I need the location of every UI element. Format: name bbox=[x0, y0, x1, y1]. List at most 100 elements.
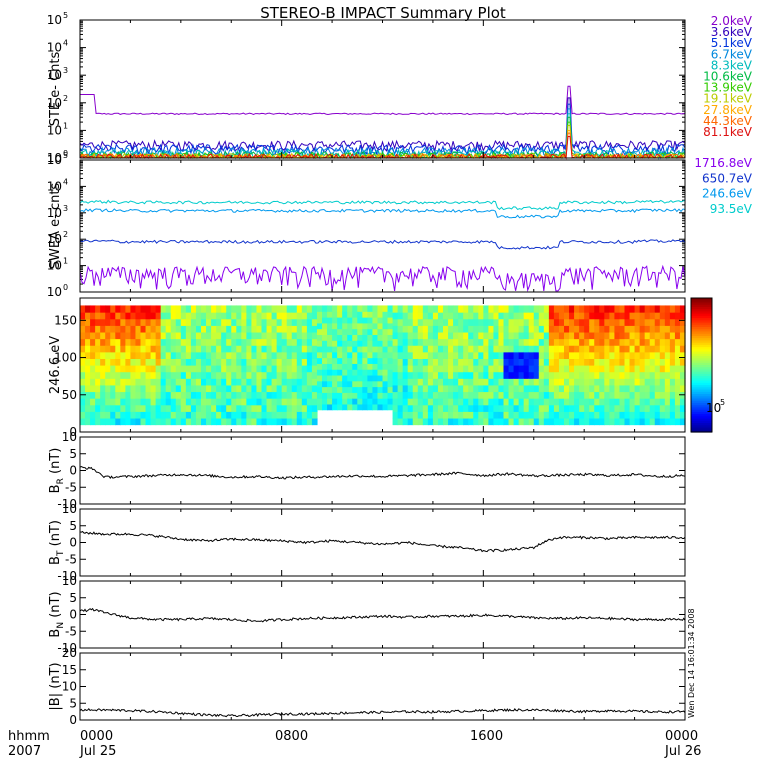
pad-heatmap-cell bbox=[518, 312, 525, 320]
pad-heatmap-cell bbox=[261, 305, 268, 313]
pad-heatmap-cell bbox=[458, 305, 464, 313]
pad-heatmap-cell bbox=[256, 398, 263, 406]
pad-heatmap-cell bbox=[185, 404, 192, 412]
pad-heatmap-cell bbox=[543, 391, 550, 399]
pad-heatmap-cell bbox=[105, 384, 111, 393]
pad-heatmap-cell bbox=[271, 391, 278, 399]
pad-heatmap-cell bbox=[110, 398, 116, 406]
pad-heatmap-cell bbox=[548, 338, 555, 346]
pad-heatmap-cell bbox=[211, 312, 217, 320]
pad-heatmap-cell bbox=[443, 305, 449, 313]
pad-heatmap-cell bbox=[412, 371, 419, 379]
pad-heatmap-cell bbox=[180, 312, 187, 320]
colorbar-segment bbox=[691, 429, 712, 433]
pad-ytick-label: 150 bbox=[54, 313, 77, 327]
pad-heatmap-cell bbox=[674, 398, 681, 406]
pad-heatmap-cell bbox=[659, 305, 666, 313]
pad-heatmap-cell bbox=[569, 331, 575, 340]
pad-heatmap-cell bbox=[211, 365, 217, 373]
pad-heatmap-cell bbox=[377, 311, 384, 318]
pad-heatmap-cell bbox=[659, 351, 666, 359]
pad-heatmap-cell bbox=[322, 363, 328, 370]
pad-heatmap-cell bbox=[145, 358, 152, 366]
pad-heatmap-cell bbox=[432, 371, 439, 379]
pad-heatmap-cell bbox=[95, 345, 101, 353]
pad-heatmap-cell bbox=[533, 411, 540, 419]
pad-heatmap-cell bbox=[90, 338, 96, 346]
pad-heatmap-cell bbox=[513, 378, 520, 386]
pad-heatmap-cell bbox=[518, 331, 525, 340]
pad-heatmap-cell bbox=[170, 371, 177, 379]
pad-heatmap-cell bbox=[432, 305, 439, 313]
pad-heatmap-cell bbox=[679, 331, 686, 340]
pad-heatmap-cell bbox=[140, 318, 147, 326]
pad-heatmap-cell bbox=[473, 384, 479, 393]
pad-heatmap-cell bbox=[644, 345, 651, 353]
pad-heatmap-cell bbox=[105, 365, 111, 373]
pad-heatmap-cell bbox=[80, 312, 86, 320]
pad-heatmap-cell bbox=[548, 411, 555, 419]
pad-heatmap-cell bbox=[377, 345, 384, 353]
pad-heatmap-cell bbox=[266, 391, 273, 399]
pad-heatmap-cell bbox=[226, 338, 232, 346]
pad-heatmap-cell bbox=[649, 358, 656, 366]
pad-heatmap-cell bbox=[569, 371, 575, 379]
pad-heatmap-cell bbox=[483, 365, 489, 373]
pad-heatmap-cell bbox=[100, 331, 106, 340]
pad-heatmap-cell bbox=[553, 318, 560, 326]
pad-heatmap-cell bbox=[609, 358, 616, 366]
pad-heatmap-cell bbox=[266, 384, 273, 393]
pad-heatmap-cell bbox=[669, 398, 676, 406]
pad-heatmap-cell bbox=[201, 338, 207, 346]
pad-heatmap-cell bbox=[276, 378, 283, 386]
pad-heatmap-cell bbox=[543, 411, 550, 419]
colorbar-segment bbox=[691, 380, 712, 384]
colorbar-segment bbox=[691, 353, 712, 357]
pad-heatmap-cell bbox=[493, 338, 500, 346]
pad-heatmap-cell bbox=[226, 318, 232, 326]
pad-heatmap-cell bbox=[422, 398, 429, 406]
pad-heatmap-cell bbox=[679, 358, 686, 366]
pad-heatmap-cell bbox=[190, 312, 197, 320]
colorbar-segment bbox=[691, 360, 712, 364]
swea-ytick-label: 10 bbox=[47, 232, 62, 246]
pad-heatmap-cell bbox=[533, 351, 540, 359]
pad-heatmap-cell bbox=[448, 305, 454, 313]
bt-ylabel: BT (nT) bbox=[48, 520, 66, 565]
date-label-end: Jul 26 bbox=[664, 744, 701, 759]
pad-heatmap-cell bbox=[669, 365, 676, 373]
pad-heatmap-cell bbox=[266, 358, 273, 366]
pad-heatmap-cell bbox=[332, 398, 338, 405]
pad-heatmap-cell bbox=[382, 334, 389, 341]
pad-heatmap-cell bbox=[195, 325, 202, 333]
pad-heatmap-cell bbox=[579, 345, 585, 353]
pad-heatmap-cell bbox=[150, 391, 157, 399]
pad-heatmap-cell bbox=[422, 384, 429, 393]
pad-heatmap-cell bbox=[432, 351, 439, 359]
pad-heatmap-cell bbox=[241, 312, 247, 320]
pad-heatmap-cell bbox=[392, 331, 399, 340]
pad-heatmap-cell bbox=[624, 331, 631, 340]
pad-heatmap-cell bbox=[100, 398, 106, 406]
pad-heatmap-cell bbox=[85, 411, 91, 419]
pad-heatmap-cell bbox=[130, 417, 137, 426]
colorbar-segment bbox=[691, 414, 712, 417]
pad-heatmap-cell bbox=[150, 378, 157, 386]
pad-heatmap-cell bbox=[649, 351, 656, 359]
pad-heatmap-cell bbox=[417, 365, 424, 373]
colorbar-segment bbox=[691, 318, 712, 321]
pad-heatmap-cell bbox=[584, 312, 590, 320]
br-trace bbox=[79, 466, 686, 480]
pad-heatmap-cell bbox=[448, 398, 454, 406]
pad-heatmap-cell bbox=[412, 384, 419, 393]
pad-heatmap-cell bbox=[327, 328, 333, 335]
pad-heatmap-cell bbox=[543, 338, 550, 346]
pad-heatmap-cell bbox=[165, 351, 172, 359]
pad-heatmap-cell bbox=[523, 318, 530, 326]
pad-heatmap-cell bbox=[513, 312, 520, 320]
pad-heatmap-cell bbox=[175, 404, 182, 412]
pad-heatmap-cell bbox=[513, 404, 520, 412]
pad-heatmap-cell bbox=[185, 378, 192, 386]
pad-heatmap-cell bbox=[634, 338, 641, 346]
pad-heatmap-cell bbox=[639, 411, 646, 419]
